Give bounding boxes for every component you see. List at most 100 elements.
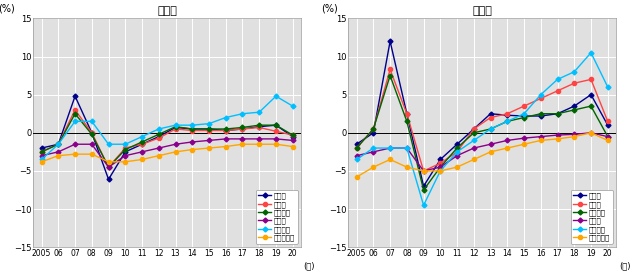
地方四市 (71, 120, 79, 123)
地方その他 (172, 150, 179, 153)
東京圈 (138, 143, 146, 146)
地方その他 (122, 160, 129, 164)
地方その他 (604, 139, 612, 142)
大阪圈 (138, 143, 146, 146)
東京圈 (553, 112, 561, 115)
名古屋圈 (453, 146, 461, 150)
地方その他 (188, 148, 196, 151)
東京圈 (222, 129, 230, 132)
大阪圈 (370, 127, 377, 130)
地方四市 (453, 150, 461, 153)
地方その他 (386, 158, 394, 161)
地方圈 (503, 139, 511, 142)
Line: 地方圈: 地方圈 (355, 131, 609, 173)
名古屋圈 (55, 143, 62, 146)
地方圈 (521, 136, 528, 140)
地方四市 (205, 122, 213, 125)
名古屋圈 (521, 116, 528, 119)
名古屋圈 (155, 133, 162, 136)
地方その他 (437, 169, 444, 173)
地方四市 (272, 94, 280, 98)
地方圈 (587, 131, 595, 134)
Text: (%): (%) (321, 4, 338, 14)
名古屋圈 (503, 120, 511, 123)
地方圈 (205, 139, 213, 142)
東京圈 (205, 127, 213, 130)
地方圈 (453, 154, 461, 157)
東京圈 (122, 150, 129, 153)
東京圈 (55, 143, 62, 146)
名古屋圈 (403, 120, 411, 123)
地方圈 (571, 133, 578, 136)
地方その他 (453, 165, 461, 169)
東京圈 (403, 112, 411, 115)
地方圈 (256, 137, 263, 141)
大阪圈 (503, 112, 511, 115)
地方圈 (470, 146, 477, 150)
名古屋圈 (587, 105, 595, 108)
地方その他 (105, 160, 112, 164)
Title: 住宅地: 住宅地 (157, 6, 177, 16)
地方その他 (71, 153, 79, 156)
Title: 商業地: 商業地 (472, 6, 492, 16)
地方圈 (420, 169, 427, 173)
名古屋圈 (470, 131, 477, 134)
地方圈 (403, 146, 411, 150)
地方四市 (289, 105, 297, 108)
地方その他 (272, 143, 280, 146)
Line: 東京圈: 東京圈 (355, 40, 609, 188)
地方その他 (587, 131, 595, 134)
地方圈 (122, 154, 129, 157)
大阪圈 (420, 169, 427, 173)
東京圈 (470, 127, 477, 130)
地方圈 (272, 137, 280, 141)
地方その他 (138, 158, 146, 161)
地方四市 (105, 143, 112, 146)
地方四市 (553, 78, 561, 81)
地方その他 (353, 175, 360, 179)
東京圈 (420, 185, 427, 188)
大阪圈 (403, 112, 411, 115)
地方圈 (537, 135, 545, 138)
地方その他 (521, 143, 528, 146)
地方四市 (38, 158, 46, 161)
名古屋圈 (71, 112, 79, 115)
東京圈 (453, 143, 461, 146)
地方圈 (238, 137, 246, 141)
地方圈 (155, 146, 162, 150)
Text: (%): (%) (0, 4, 15, 14)
名古屋圈 (105, 165, 112, 169)
地方四市 (537, 93, 545, 96)
地方四市 (571, 70, 578, 73)
東京圈 (537, 114, 545, 118)
大阪圈 (553, 89, 561, 93)
東京圈 (172, 126, 179, 129)
地方圈 (55, 150, 62, 153)
地方四市 (437, 169, 444, 173)
Legend: 東京圈, 大阪圈, 名古屋圈, 地方圈, 地方四市, 地方その他: 東京圈, 大阪圈, 名古屋圈, 地方圈, 地方四市, 地方その他 (571, 190, 612, 244)
地方その他 (38, 160, 46, 164)
地方四市 (353, 158, 360, 161)
Line: 地方四市: 地方四市 (40, 94, 294, 161)
地方四市 (138, 135, 146, 138)
地方四市 (420, 204, 427, 207)
地方圈 (353, 154, 360, 157)
地方四市 (604, 85, 612, 89)
大阪圈 (238, 127, 246, 130)
大阪圈 (521, 105, 528, 108)
地方四市 (386, 146, 394, 150)
大阪圈 (587, 78, 595, 81)
地方圈 (138, 150, 146, 153)
地方圈 (188, 140, 196, 144)
名古屋圈 (272, 123, 280, 127)
Line: 地方圈: 地方圈 (40, 137, 294, 169)
大阪圈 (289, 133, 297, 137)
名古屋圈 (188, 127, 196, 130)
Line: 地方その他: 地方その他 (39, 142, 295, 164)
大阪圈 (88, 131, 96, 134)
名古屋圈 (222, 127, 230, 130)
名古屋圈 (370, 127, 377, 130)
東京圈 (155, 135, 162, 138)
東京圈 (105, 178, 112, 181)
地方四市 (155, 127, 162, 130)
